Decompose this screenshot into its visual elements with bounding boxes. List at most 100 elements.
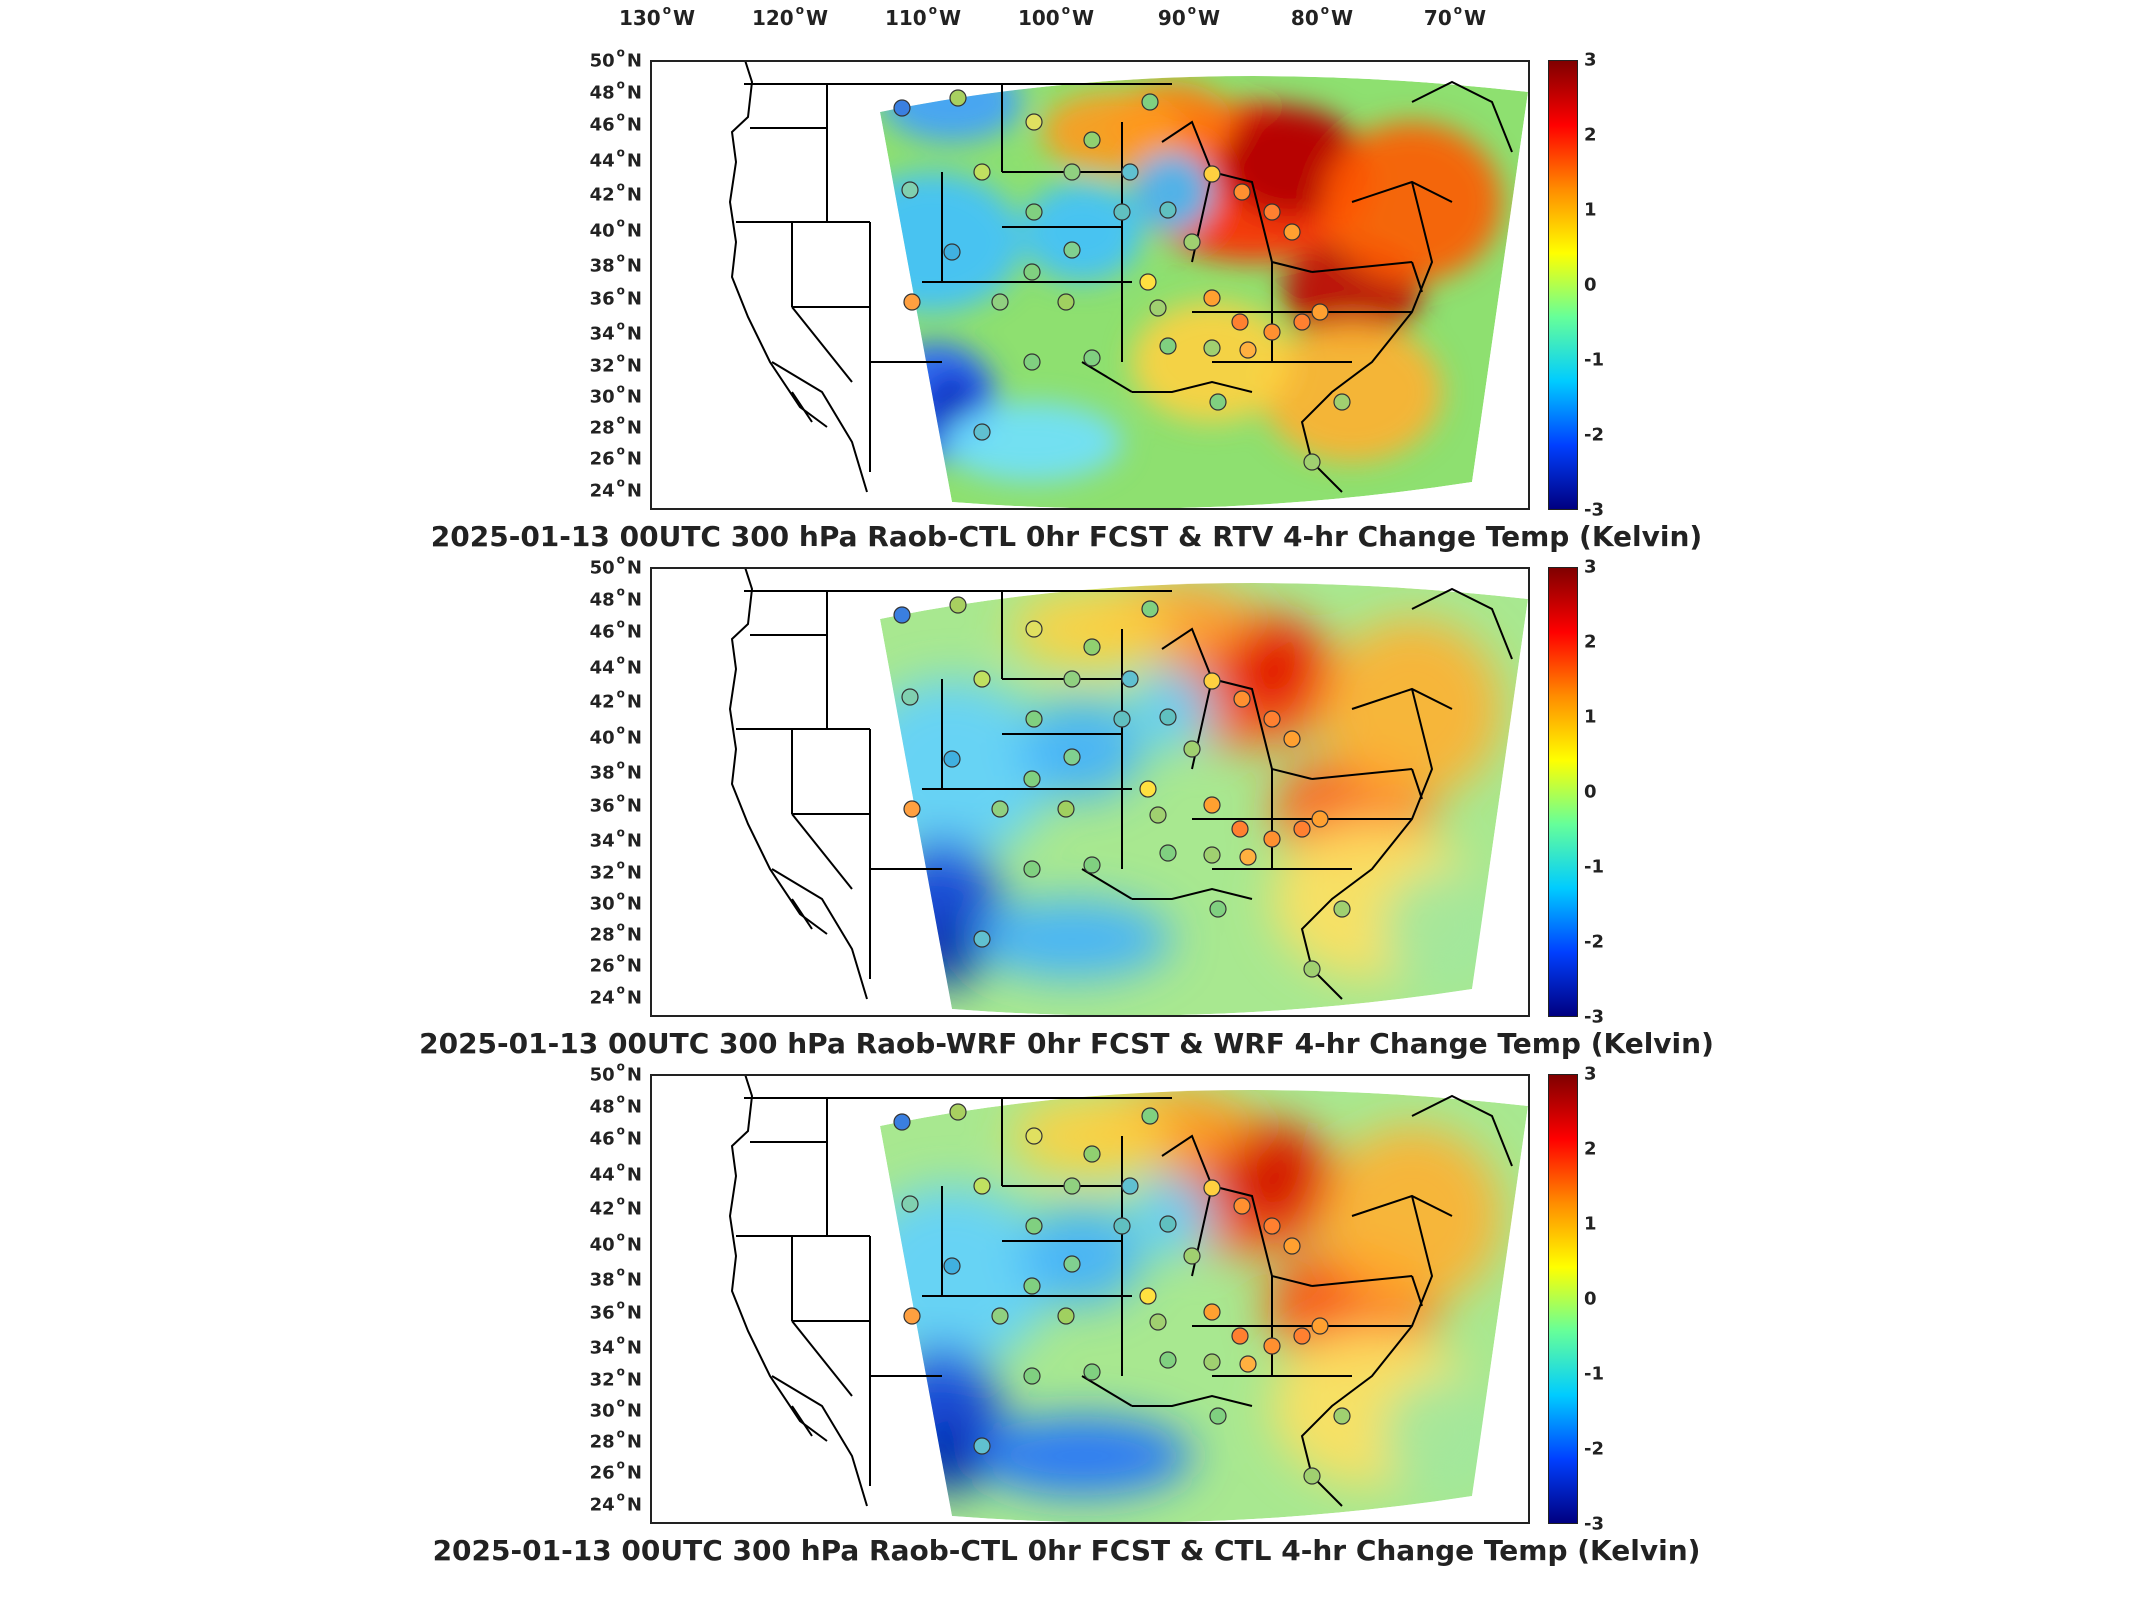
lat-label: 44 o N (589, 652, 642, 679)
lon-label: 90 o W (1157, 3, 1221, 30)
state-borders (728, 1076, 1513, 1507)
colorbar (1548, 567, 1578, 1017)
lat-label: 36 o N (589, 1297, 642, 1324)
lon-label: 130 o W (618, 3, 696, 30)
lat-label: 42 o N (589, 1193, 642, 1220)
lat-label: 48 o N (589, 584, 642, 611)
map-panel-1: 50 o N 48 o N 46 o N 44 o N 42 o N 40 o N 38 o N 36 o N 34 o N 32 o N… (0, 46, 2133, 570)
lat-label: 34 o N (589, 318, 642, 345)
lat-label: 30 o N (589, 1395, 642, 1422)
lat-label: 30 o N (589, 888, 642, 915)
colorbar-tick: -1 (1584, 856, 1604, 878)
colorbar-tick: 0 (1584, 274, 1597, 296)
colorbar-tick: 1 (1584, 199, 1597, 221)
lon-label: 70 o W (1423, 3, 1487, 30)
raob-stations (893, 89, 1351, 471)
lat-label: 24 o N (589, 982, 642, 1009)
colorbar (1548, 1074, 1578, 1524)
colorbar (1548, 60, 1578, 510)
lat-label: 42 o N (589, 179, 642, 206)
lat-label: 48 o N (589, 1091, 642, 1118)
lat-label: 48 o N (589, 77, 642, 104)
lat-label: 32 o N (589, 857, 642, 884)
lon-label: 120 o W (751, 3, 829, 30)
colorbar-tick: 1 (1584, 706, 1597, 728)
map-panel-3: 50 o N 48 o N 46 o N 44 o N 42 o N 40 o N 38 o N 36 o N 34 o N 32 o N… (0, 1060, 2133, 1584)
longitude-axis: 130 o W 120 o W 110 o W 100 o W 90 o W 80 o W 70 o W (0, 0, 2133, 40)
lat-label: 50 o N (589, 45, 642, 72)
lat-label: 46 o N (589, 616, 642, 643)
map-frame (650, 60, 1530, 510)
latitude-axis: 50 o N 48 o N 46 o N 44 o N 42 o N 40 o N 38 o N 36 o N 34 o N 32 o N… (560, 46, 646, 510)
lat-label: 34 o N (589, 825, 642, 852)
colorbar-tick: 2 (1584, 631, 1597, 653)
colorbar-tick: -2 (1584, 1438, 1604, 1460)
map-panel-2: 50 o N 48 o N 46 o N 44 o N 42 o N 40 o N 38 o N 36 o N 34 o N 32 o N… (0, 553, 2133, 1077)
colorbar-tick: 3 (1584, 556, 1597, 578)
lat-label: 36 o N (589, 283, 642, 310)
colorbar-tick: 3 (1584, 1063, 1597, 1085)
temperature-map (728, 62, 1528, 508)
lat-label: 40 o N (589, 215, 642, 242)
colorbar-tick: 0 (1584, 781, 1597, 803)
lat-label: 34 o N (589, 1332, 642, 1359)
colorbar-tick: 0 (1584, 1288, 1597, 1310)
state-borders (728, 569, 1513, 1000)
lat-label: 42 o N (589, 686, 642, 713)
latitude-axis: 50 o N 48 o N 46 o N 44 o N 42 o N 40 o N 38 o N 36 o N 34 o N 32 o N… (560, 553, 646, 1017)
panel-title: 2025-01-13 00UTC 300 hPa Raob-WRF 0hr FC… (419, 1027, 1714, 1060)
lat-label: 44 o N (589, 145, 642, 172)
latitude-axis: 50 o N 48 o N 46 o N 44 o N 42 o N 40 o N 38 o N 36 o N 34 o N 32 o N… (560, 1060, 646, 1524)
temperature-field (880, 583, 1528, 1015)
colorbar-tick: 3 (1584, 49, 1597, 71)
lat-label: 28 o N (589, 919, 642, 946)
raob-stations (893, 1103, 1351, 1485)
colorbar-tick: -3 (1584, 1006, 1604, 1028)
panel-title: 2025-01-13 00UTC 300 hPa Raob-CTL 0hr FC… (432, 1534, 1701, 1567)
panel-title: 2025-01-13 00UTC 300 hPa Raob-CTL 0hr FC… (430, 520, 1703, 553)
lat-label: 38 o N (589, 757, 642, 784)
lat-label: 46 o N (589, 1123, 642, 1150)
colorbar-tick: 2 (1584, 124, 1597, 146)
temperature-field (880, 1090, 1528, 1522)
map-frame (650, 1074, 1530, 1524)
lat-label: 50 o N (589, 1059, 642, 1086)
colorbar-tick: -2 (1584, 424, 1604, 446)
lat-label: 30 o N (589, 381, 642, 408)
lat-label: 40 o N (589, 1229, 642, 1256)
colorbar-ticks: 3 2 1 0 -1 -2 -3 (1584, 557, 1644, 1028)
state-borders (728, 62, 1513, 493)
temperature-field (880, 76, 1528, 508)
colorbar-ticks: 3 2 1 0 -1 -2 -3 (1584, 50, 1644, 521)
lat-label: 26 o N (589, 443, 642, 470)
colorbar-tick: -3 (1584, 499, 1604, 521)
lat-label: 44 o N (589, 1159, 642, 1186)
temperature-map (728, 1076, 1528, 1522)
lat-label: 28 o N (589, 1426, 642, 1453)
colorbar-tick: -1 (1584, 1363, 1604, 1385)
lat-label: 38 o N (589, 1264, 642, 1291)
raob-stations (893, 596, 1351, 978)
lat-label: 32 o N (589, 350, 642, 377)
colorbar-ticks: 3 2 1 0 -1 -2 -3 (1584, 1064, 1644, 1535)
colorbar-tick: -3 (1584, 1513, 1604, 1535)
lat-label: 40 o N (589, 722, 642, 749)
map-frame (650, 567, 1530, 1017)
colorbar-tick: -2 (1584, 931, 1604, 953)
lat-label: 24 o N (589, 1489, 642, 1516)
lon-label: 80 o W (1290, 3, 1354, 30)
lat-label: 24 o N (589, 475, 642, 502)
lon-label: 110 o W (884, 3, 962, 30)
colorbar-tick: 1 (1584, 1213, 1597, 1235)
lat-label: 28 o N (589, 412, 642, 439)
lat-label: 46 o N (589, 109, 642, 136)
lat-label: 50 o N (589, 552, 642, 579)
lon-label: 100 o W (1017, 3, 1095, 30)
temperature-map (728, 569, 1528, 1015)
lat-label: 32 o N (589, 1364, 642, 1391)
colorbar-tick: 2 (1584, 1138, 1597, 1160)
colorbar-tick: -1 (1584, 349, 1604, 371)
lat-label: 38 o N (589, 250, 642, 277)
lat-label: 36 o N (589, 790, 642, 817)
lat-label: 26 o N (589, 950, 642, 977)
